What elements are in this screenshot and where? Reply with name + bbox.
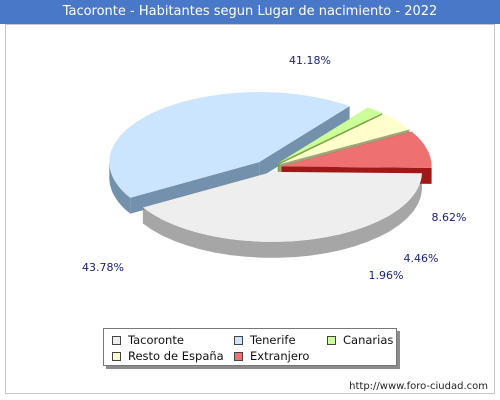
legend-swatch-tenerife [234, 335, 243, 345]
chart-title: Tacoronte - Habitantes segun Lugar de na… [0, 0, 500, 24]
pie-label-resto-de-espana: 4.46% [404, 252, 439, 265]
pie-slice-tacoronte [142, 171, 422, 242]
legend-swatch-tacoronte [112, 335, 121, 345]
legend-swatch-extranjero [234, 351, 243, 361]
legend-item-tenerife: Tenerife [234, 333, 296, 347]
pie-label-canarias: 1.96% [369, 269, 404, 282]
legend-label-tacoronte: Tacoronte [128, 333, 184, 347]
pie-label-tacoronte: 41.18% [289, 54, 331, 67]
pie-label-extranjero: 8.62% [432, 211, 467, 224]
legend-label-canarias: Canarias [343, 333, 394, 347]
legend-label-tenerife: Tenerife [250, 333, 296, 347]
pie-slice-tenerife [109, 92, 350, 198]
legend-swatch-canarias [327, 335, 336, 345]
legend-item-canarias: Canarias [327, 333, 393, 347]
legend-swatch-resto-de-espana [112, 351, 121, 361]
legend-label-extranjero: Extranjero [250, 349, 310, 363]
pie-side-tenerife [109, 162, 131, 214]
pie-slice-canarias [277, 107, 383, 164]
legend-item-resto-de-espana: Resto de España [112, 349, 224, 363]
legend-item-tacoronte: Tacoronte [112, 333, 184, 347]
legend: Tacoronte Tenerife Canarias Resto de Esp… [103, 328, 397, 366]
pie-wall-tenerife [130, 162, 260, 214]
pie-slice-resto-de-espana [279, 114, 410, 165]
legend-label-resto-de-espana: Resto de España [128, 349, 224, 363]
pie-slice-extranjero [281, 131, 432, 168]
legend-item-extranjero: Extranjero [234, 349, 309, 363]
pie-label-tenerife: 43.78% [82, 261, 124, 274]
source-url: http://www.foro-ciudad.com [349, 381, 488, 392]
pie-side-tacoronte [142, 173, 422, 258]
pie-wall-tenerife [259, 106, 350, 179]
